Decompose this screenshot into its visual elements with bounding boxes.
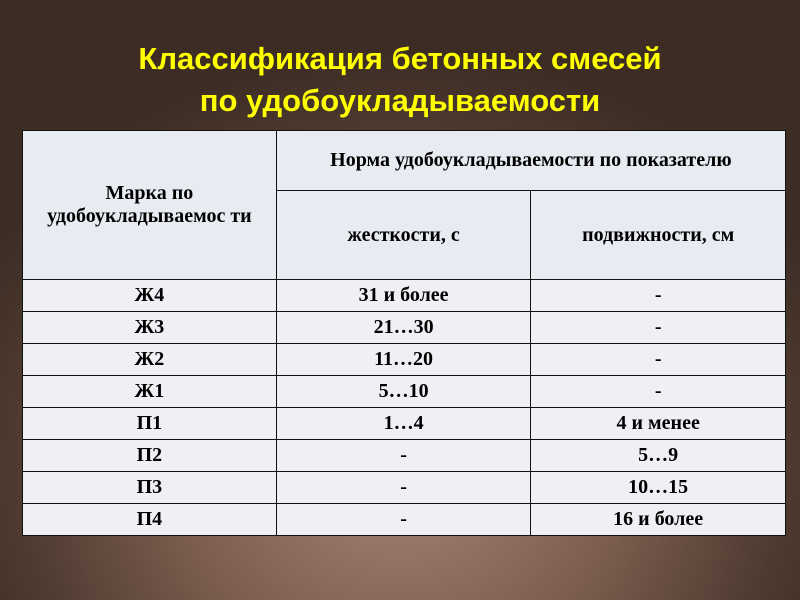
- header-mark: Марка по удобоукладываемос ти: [22, 130, 277, 280]
- cell-stiffness: -: [275, 503, 532, 536]
- cell-mark: П4: [22, 503, 277, 536]
- table-row: П4-16 и более: [22, 503, 786, 536]
- cell-mobility: -: [530, 279, 786, 312]
- title-line-1: Классификация бетонных смесей: [138, 41, 662, 76]
- cell-mark: Ж3: [22, 311, 277, 344]
- cell-stiffness: 1…4: [275, 407, 532, 440]
- header-stiffness: жесткости, с: [275, 190, 532, 280]
- cell-mobility: 5…9: [530, 439, 786, 472]
- cell-mark: П3: [22, 471, 277, 504]
- cell-mark: П1: [22, 407, 277, 440]
- cell-stiffness: 11…20: [275, 343, 532, 376]
- table-row: П1 1…4 4 и менее: [22, 407, 786, 440]
- cell-mobility: -: [530, 375, 786, 408]
- cell-stiffness: 21…30: [275, 311, 532, 344]
- cell-mobility: 10…15: [530, 471, 786, 504]
- cell-stiffness: 31 и более: [275, 279, 532, 312]
- slide-title: Классификация бетонных смесей по удобоук…: [0, 38, 800, 122]
- cell-mobility: 16 и более: [530, 503, 786, 536]
- cell-stiffness: -: [275, 439, 532, 472]
- cell-mobility: -: [530, 343, 786, 376]
- table-row: П3-10…15: [22, 471, 786, 504]
- table-row: Ж3 21…30-: [22, 311, 786, 344]
- cell-mobility: -: [530, 311, 786, 344]
- cell-mark: Ж1: [22, 375, 277, 408]
- cell-mobility: 4 и менее: [530, 407, 786, 440]
- cell-mark: Ж4: [22, 279, 277, 312]
- table-row: Ж1 5…10-: [22, 375, 786, 408]
- cell-stiffness: 5…10: [275, 375, 532, 408]
- table-row: Ж4 31 и более -: [22, 279, 786, 312]
- header-mobility: подвижности, см: [530, 190, 786, 280]
- table-row: П2-5…9: [22, 439, 786, 472]
- classification-table: Марка по удобоукладываемос ти Норма удоб…: [22, 130, 787, 536]
- table-row: Ж2 11…20-: [22, 343, 786, 376]
- cell-mark: Ж2: [22, 343, 277, 376]
- title-line-2: по удобоукладываемости: [199, 83, 601, 118]
- cell-mark: П2: [22, 439, 277, 472]
- header-norm: Норма удобоукладываемости по показателю: [275, 130, 787, 191]
- cell-stiffness: -: [275, 471, 532, 504]
